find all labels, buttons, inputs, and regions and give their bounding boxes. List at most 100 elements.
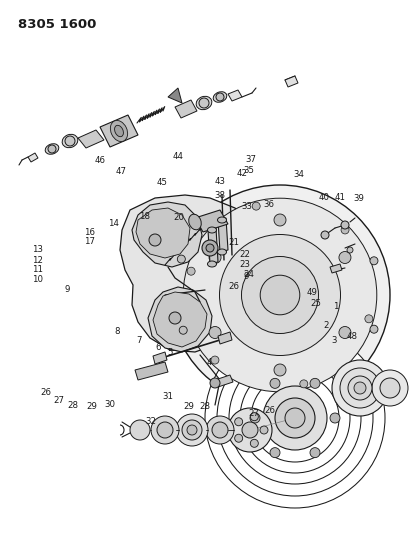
Circle shape <box>175 414 207 446</box>
Circle shape <box>187 267 195 275</box>
Circle shape <box>320 231 328 239</box>
Circle shape <box>364 315 372 323</box>
Circle shape <box>170 185 389 405</box>
Text: 41: 41 <box>334 193 345 201</box>
Circle shape <box>205 244 213 252</box>
Circle shape <box>241 422 257 438</box>
Text: 17: 17 <box>84 237 94 246</box>
Ellipse shape <box>207 227 216 233</box>
Circle shape <box>250 374 338 462</box>
Circle shape <box>205 416 234 444</box>
Text: 39: 39 <box>353 194 364 203</box>
Text: 40: 40 <box>318 193 328 201</box>
Circle shape <box>379 378 399 398</box>
Polygon shape <box>168 88 182 103</box>
Text: 48: 48 <box>346 333 356 341</box>
Circle shape <box>216 93 223 101</box>
Ellipse shape <box>196 96 211 110</box>
Text: 43: 43 <box>214 177 225 185</box>
Circle shape <box>340 221 348 229</box>
Text: 9: 9 <box>243 272 248 280</box>
Circle shape <box>211 422 227 438</box>
Circle shape <box>259 426 267 434</box>
Ellipse shape <box>114 125 123 136</box>
Circle shape <box>209 378 220 388</box>
Text: 12: 12 <box>32 256 43 264</box>
Polygon shape <box>218 218 227 252</box>
Polygon shape <box>135 362 168 380</box>
Text: 44: 44 <box>173 152 183 160</box>
Polygon shape <box>284 76 297 87</box>
Circle shape <box>234 434 242 442</box>
Polygon shape <box>195 210 227 232</box>
Circle shape <box>177 255 185 263</box>
Text: 5: 5 <box>167 348 173 357</box>
Text: 1: 1 <box>333 302 338 311</box>
Circle shape <box>250 413 258 421</box>
Circle shape <box>309 378 319 389</box>
Text: 32: 32 <box>145 417 156 425</box>
Circle shape <box>331 360 387 416</box>
Text: 22: 22 <box>239 250 250 259</box>
Text: 29: 29 <box>183 402 193 410</box>
Polygon shape <box>153 352 166 364</box>
Text: 8: 8 <box>114 327 119 336</box>
Text: 3: 3 <box>330 336 336 344</box>
Circle shape <box>299 380 307 388</box>
Circle shape <box>182 420 202 440</box>
Text: 36: 36 <box>263 200 273 208</box>
Text: 4: 4 <box>206 358 211 367</box>
Circle shape <box>65 136 75 146</box>
Circle shape <box>339 368 379 408</box>
Text: 26: 26 <box>40 388 51 397</box>
Text: 31: 31 <box>162 392 173 400</box>
Circle shape <box>371 370 407 406</box>
Text: 24: 24 <box>243 270 254 279</box>
Text: 28: 28 <box>67 401 78 409</box>
Polygon shape <box>153 292 207 347</box>
Text: 8305 1600: 8305 1600 <box>18 18 96 31</box>
Text: 9: 9 <box>65 285 70 294</box>
Circle shape <box>130 420 150 440</box>
Ellipse shape <box>110 120 127 142</box>
Circle shape <box>219 235 339 356</box>
Circle shape <box>273 214 285 226</box>
Text: 47: 47 <box>115 167 126 176</box>
Polygon shape <box>132 202 202 267</box>
Polygon shape <box>218 332 231 344</box>
Circle shape <box>353 382 365 394</box>
Polygon shape <box>136 208 189 258</box>
Circle shape <box>151 416 179 444</box>
Ellipse shape <box>62 134 78 148</box>
Circle shape <box>249 413 259 423</box>
Text: 42: 42 <box>236 169 247 178</box>
Circle shape <box>346 247 352 253</box>
Text: 27: 27 <box>53 397 64 405</box>
Text: 28: 28 <box>199 402 210 410</box>
Circle shape <box>284 408 304 428</box>
Text: 11: 11 <box>32 265 43 274</box>
Circle shape <box>198 98 209 108</box>
Text: 26: 26 <box>228 282 238 290</box>
Circle shape <box>179 326 187 334</box>
Ellipse shape <box>213 92 226 102</box>
Polygon shape <box>28 153 38 162</box>
Circle shape <box>234 418 242 426</box>
Circle shape <box>209 252 220 263</box>
Circle shape <box>329 413 339 423</box>
Circle shape <box>270 378 279 389</box>
Circle shape <box>148 234 161 246</box>
Text: 2: 2 <box>322 321 328 329</box>
Circle shape <box>340 226 348 234</box>
Polygon shape <box>148 287 211 352</box>
Circle shape <box>216 340 372 496</box>
Text: 33: 33 <box>241 203 252 211</box>
Text: 26: 26 <box>264 406 274 415</box>
Text: 49: 49 <box>306 288 317 296</box>
Circle shape <box>169 312 180 324</box>
Text: 27: 27 <box>248 409 259 417</box>
Circle shape <box>229 352 360 484</box>
Text: 25: 25 <box>310 300 320 308</box>
Text: 37: 37 <box>245 156 256 164</box>
Circle shape <box>227 408 271 452</box>
